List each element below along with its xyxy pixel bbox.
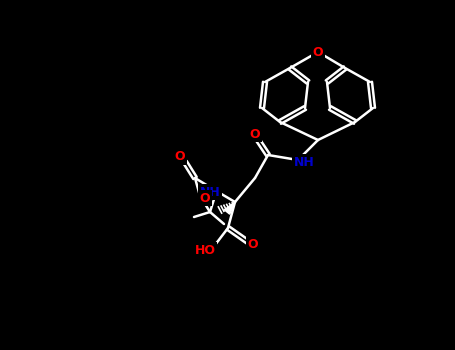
- Text: O: O: [200, 191, 210, 204]
- Text: O: O: [175, 150, 185, 163]
- Text: O: O: [248, 238, 258, 251]
- Text: O: O: [313, 46, 324, 58]
- Polygon shape: [224, 202, 235, 214]
- Text: O: O: [250, 127, 260, 140]
- Text: NH: NH: [200, 186, 220, 198]
- Text: HO: HO: [194, 244, 216, 257]
- Text: NH: NH: [293, 155, 314, 168]
